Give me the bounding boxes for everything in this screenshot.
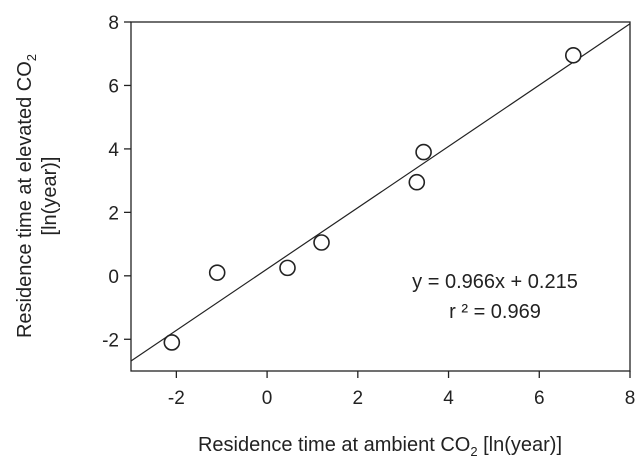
regression-equation: y = 0.966x + 0.215 [412, 271, 578, 293]
data-point [208, 264, 226, 281]
y-axis-ticks: -2 0 2 4 6 8 [102, 13, 131, 351]
y-axis-label-main: Residence time at elevated CO [14, 61, 36, 338]
y-axis-label: Residence time at elevated CO2 [ln(year)… [14, 54, 61, 338]
x-tick-label: 0 [262, 388, 273, 409]
y-tick-label: 2 [108, 203, 119, 224]
y-tick-label: 4 [108, 140, 119, 161]
x-axis-label-main: Residence time at ambient CO [198, 434, 470, 456]
y-axis-label-line2: [ln(year)] [39, 157, 61, 236]
data-point [408, 173, 426, 191]
r-squared-label: r ² = 0.969 [449, 301, 541, 323]
y-axis-label-line1: Residence time at elevated CO2 [14, 54, 39, 338]
plot-frame [130, 21, 631, 372]
data-point [313, 234, 330, 251]
x-axis-ticks: -2 0 2 4 6 8 [168, 371, 635, 409]
data-point [163, 334, 181, 351]
x-tick-label: 8 [625, 388, 636, 409]
data-point [415, 143, 432, 161]
x-axis-label: Residence time at ambient CO2 [ln(year)] [198, 434, 562, 459]
y-tick-label: -2 [102, 330, 119, 351]
x-axis-label-subscript: 2 [470, 444, 477, 459]
x-tick-label: -2 [168, 388, 185, 409]
y-tick-label: 6 [108, 76, 119, 97]
x-tick-label: 2 [353, 388, 364, 409]
data-point [279, 259, 296, 277]
y-tick-label: 8 [108, 13, 119, 34]
x-tick-label: 6 [534, 388, 545, 409]
y-tick-label: 0 [108, 267, 119, 288]
data-point [564, 47, 582, 64]
x-axis-label-suffix: [ln(year)] [478, 434, 562, 456]
points-layer [163, 47, 582, 351]
y-axis-label-subscript: 2 [24, 54, 39, 61]
x-tick-label: 4 [443, 388, 454, 409]
fit-layer [130, 23, 631, 362]
regression-line [130, 23, 631, 362]
